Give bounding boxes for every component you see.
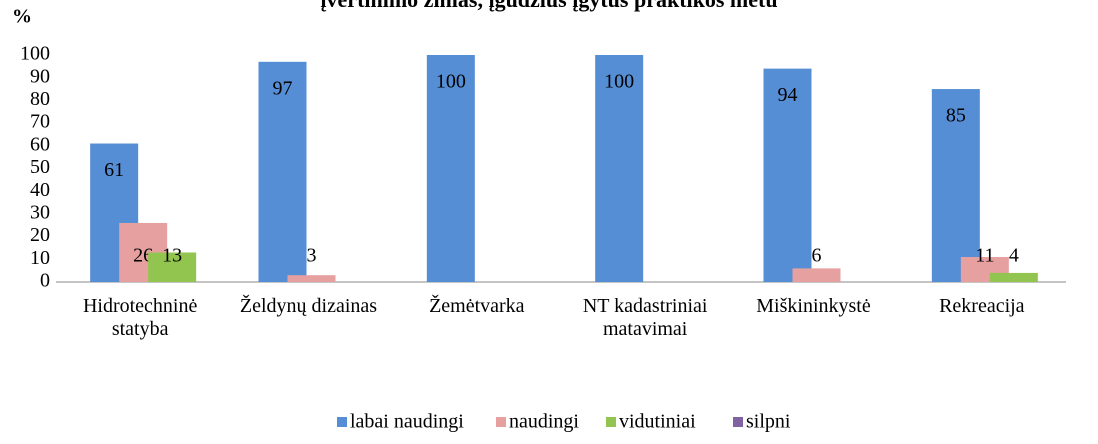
- data-label: 61: [104, 159, 124, 181]
- data-label: 6: [812, 245, 822, 267]
- data-label: 85: [946, 105, 966, 127]
- legend-swatch: [496, 417, 506, 427]
- data-label: 3: [307, 245, 317, 267]
- bar: [595, 55, 644, 282]
- y-tick-label: 60: [30, 133, 50, 155]
- legend-label: silpni: [746, 411, 791, 433]
- bar: [989, 272, 1038, 282]
- legend-swatch: [733, 417, 743, 427]
- legend-swatch: [337, 417, 347, 427]
- y-tick-label: 90: [30, 65, 50, 87]
- y-tick-label: 70: [30, 111, 50, 133]
- y-tick-label: 20: [30, 224, 50, 246]
- y-tick-label: 80: [30, 88, 50, 110]
- data-label: 13: [162, 245, 182, 267]
- bar: [763, 68, 812, 283]
- data-label: 97: [273, 77, 293, 99]
- x-tick-label: NT kadastriniai matavimai: [582, 295, 708, 340]
- bar: [287, 275, 336, 282]
- y-tick-label: 40: [30, 179, 50, 201]
- y-axis-label: %: [12, 6, 32, 28]
- y-tick-label: 30: [30, 201, 50, 223]
- x-tick-label: Miškininkystė: [756, 295, 871, 317]
- bar: [792, 268, 841, 282]
- data-label: 100: [604, 71, 634, 93]
- y-tick-label: 100: [20, 43, 50, 65]
- x-tick-label: Rekreacija: [939, 295, 1025, 317]
- data-label: 4: [1009, 245, 1019, 267]
- x-tick-label: Hidrotechninė statyba: [82, 295, 198, 340]
- y-tick-label: 10: [30, 247, 50, 269]
- y-tick-label: 0: [40, 270, 50, 292]
- data-label: 100: [436, 71, 466, 93]
- data-label: 11: [975, 245, 994, 267]
- x-tick-label: Želdynų dizainas: [239, 295, 378, 317]
- legend-label: vidutiniai: [619, 411, 696, 433]
- chart-title: įvertinimo žinias, įgūdžius įgytus prakt…: [320, 0, 777, 12]
- bar: [258, 61, 307, 283]
- legend-label: naudingi: [509, 411, 579, 433]
- data-label: 94: [778, 84, 798, 106]
- bar: [931, 89, 980, 282]
- bar: [148, 252, 197, 282]
- bar: [426, 55, 475, 282]
- y-tick-label: 50: [30, 156, 50, 178]
- x-tick-label: Žemėtvarka: [429, 295, 525, 317]
- legend-swatch: [606, 417, 616, 427]
- legend-label: labai naudingi: [350, 411, 464, 433]
